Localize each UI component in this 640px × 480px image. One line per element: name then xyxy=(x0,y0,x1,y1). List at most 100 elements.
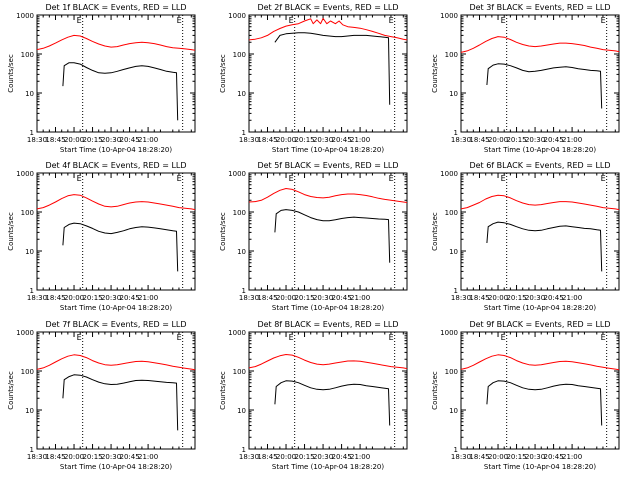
plot-frame xyxy=(36,331,196,450)
chart-panel: Det 5f BLACK = Events, RED = LLD 1 10 100 10… xyxy=(219,161,408,312)
chart-title: Det 2f BLACK = Events, RED = LLD xyxy=(257,3,398,12)
event-marker-label: E xyxy=(77,174,82,183)
x-tick-label: 20:45 xyxy=(119,453,139,461)
x-tick-label: 18:45 xyxy=(469,136,489,144)
x-axis-label: Start Time (10-Apr-04 18:28:20) xyxy=(60,304,172,312)
x-tick-label: 20:45 xyxy=(119,136,139,144)
x-tick-label: 20:15 xyxy=(294,136,314,144)
event-marker-label: E xyxy=(177,174,182,183)
lld-series-line xyxy=(460,194,620,211)
x-tick-label: 20:30 xyxy=(313,453,333,461)
y-tick-label: 1 xyxy=(242,129,246,137)
x-tick-label: 20:00 xyxy=(276,294,296,302)
chart-panel: Det 8f BLACK = Events, RED = LLD 1 10 100 10… xyxy=(219,320,408,471)
y-tick-label: 1 xyxy=(30,287,34,295)
plot-frame xyxy=(36,172,196,291)
y-tick-label: 1000 xyxy=(228,329,246,337)
events-series-line xyxy=(274,209,391,263)
x-tick-label: 20:30 xyxy=(101,136,121,144)
event-marker-label: E xyxy=(289,333,294,342)
lld-series-line xyxy=(36,194,196,211)
x-tick-label: 18:30 xyxy=(239,136,259,144)
y-tick-label: 1000 xyxy=(440,170,458,178)
x-tick-label: 20:45 xyxy=(543,453,563,461)
x-tick-label: 21:00 xyxy=(350,453,370,461)
lld-series-line xyxy=(248,17,408,41)
x-tick-label: 20:15 xyxy=(506,136,526,144)
x-tick-label: 20:15 xyxy=(82,453,102,461)
y-tick-label: 1000 xyxy=(440,329,458,337)
events-series-line xyxy=(62,374,179,431)
y-tick-label: 1000 xyxy=(16,170,34,178)
y-tick-label: 10 xyxy=(449,407,458,415)
chart-panel: Det 7f BLACK = Events, RED = LLD 1 10 100 10… xyxy=(7,320,196,471)
y-tick-label: 1 xyxy=(30,446,34,454)
y-tick-label: 1 xyxy=(454,287,458,295)
x-tick-label: 21:00 xyxy=(138,294,158,302)
event-marker-label: E xyxy=(389,333,394,342)
event-marker-label: E xyxy=(77,333,82,342)
x-tick-label: 20:00 xyxy=(488,294,508,302)
events-series-line xyxy=(274,32,391,105)
y-tick-label: 1000 xyxy=(16,12,34,20)
x-tick-label: 18:30 xyxy=(239,453,259,461)
x-axis-label: Start Time (10-Apr-04 18:28:20) xyxy=(484,304,596,312)
x-tick-label: 20:15 xyxy=(82,294,102,302)
chart-panel: Det 3f BLACK = Events, RED = LLD 1 10 100 10… xyxy=(431,3,620,154)
y-tick-label: 100 xyxy=(21,209,34,217)
x-axis-label: Start Time (10-Apr-04 18:28:20) xyxy=(272,304,384,312)
y-tick-label: 100 xyxy=(445,368,458,376)
x-tick-label: 18:30 xyxy=(451,136,471,144)
events-series-line xyxy=(486,380,603,426)
y-axis-label: Counts/sec xyxy=(219,54,227,93)
x-tick-label: 18:45 xyxy=(45,453,65,461)
x-tick-label: 18:30 xyxy=(239,294,259,302)
x-tick-label: 20:15 xyxy=(506,453,526,461)
chart-title: Det 3f BLACK = Events, RED = LLD xyxy=(469,3,610,12)
x-tick-label: 20:30 xyxy=(313,136,333,144)
lld-series-line xyxy=(460,36,620,53)
chart-title: Det 1f BLACK = Events, RED = LLD xyxy=(45,3,186,12)
lld-series-line xyxy=(248,354,408,370)
chart-title: Det 8f BLACK = Events, RED = LLD xyxy=(257,320,398,329)
chart-title: Det 4f BLACK = Events, RED = LLD xyxy=(45,161,186,170)
event-marker-label: E xyxy=(601,333,606,342)
x-tick-label: 20:00 xyxy=(64,294,84,302)
x-tick-label: 20:00 xyxy=(64,136,84,144)
x-tick-label: 18:45 xyxy=(257,453,277,461)
x-tick-label: 20:30 xyxy=(101,453,121,461)
y-tick-label: 100 xyxy=(233,368,246,376)
plot-frame xyxy=(248,331,408,450)
chart-panel: Det 4f BLACK = Events, RED = LLD 1 10 100 10… xyxy=(7,161,196,312)
y-tick-label: 1 xyxy=(242,446,246,454)
x-tick-label: 20:45 xyxy=(331,453,351,461)
y-axis-label: Counts/sec xyxy=(7,212,15,251)
y-tick-label: 100 xyxy=(233,51,246,59)
x-tick-label: 21:00 xyxy=(138,136,158,144)
event-marker-label: E xyxy=(501,16,506,25)
y-axis-label: Counts/sec xyxy=(431,54,439,93)
y-tick-label: 1000 xyxy=(228,170,246,178)
x-tick-label: 18:45 xyxy=(469,294,489,302)
x-tick-label: 18:30 xyxy=(27,136,47,144)
event-marker-label: E xyxy=(289,174,294,183)
x-tick-label: 18:45 xyxy=(45,294,65,302)
chart-panel: Det 9f BLACK = Events, RED = LLD 1 10 100 10… xyxy=(431,320,620,471)
x-axis-label: Start Time (10-Apr-04 18:28:20) xyxy=(272,146,384,154)
lld-series-line xyxy=(460,354,620,371)
plot-frame xyxy=(460,172,620,291)
x-tick-label: 20:00 xyxy=(276,453,296,461)
x-tick-label: 21:00 xyxy=(562,453,582,461)
x-tick-label: 20:30 xyxy=(101,294,121,302)
y-tick-label: 10 xyxy=(25,248,34,256)
x-tick-label: 20:30 xyxy=(525,453,545,461)
x-axis-label: Start Time (10-Apr-04 18:28:20) xyxy=(272,463,384,471)
x-tick-label: 21:00 xyxy=(350,294,370,302)
events-series-line xyxy=(62,62,179,121)
x-tick-label: 20:15 xyxy=(294,453,314,461)
x-tick-label: 18:30 xyxy=(451,453,471,461)
x-tick-label: 18:45 xyxy=(257,136,277,144)
x-tick-label: 20:45 xyxy=(543,294,563,302)
x-tick-label: 18:45 xyxy=(469,453,489,461)
